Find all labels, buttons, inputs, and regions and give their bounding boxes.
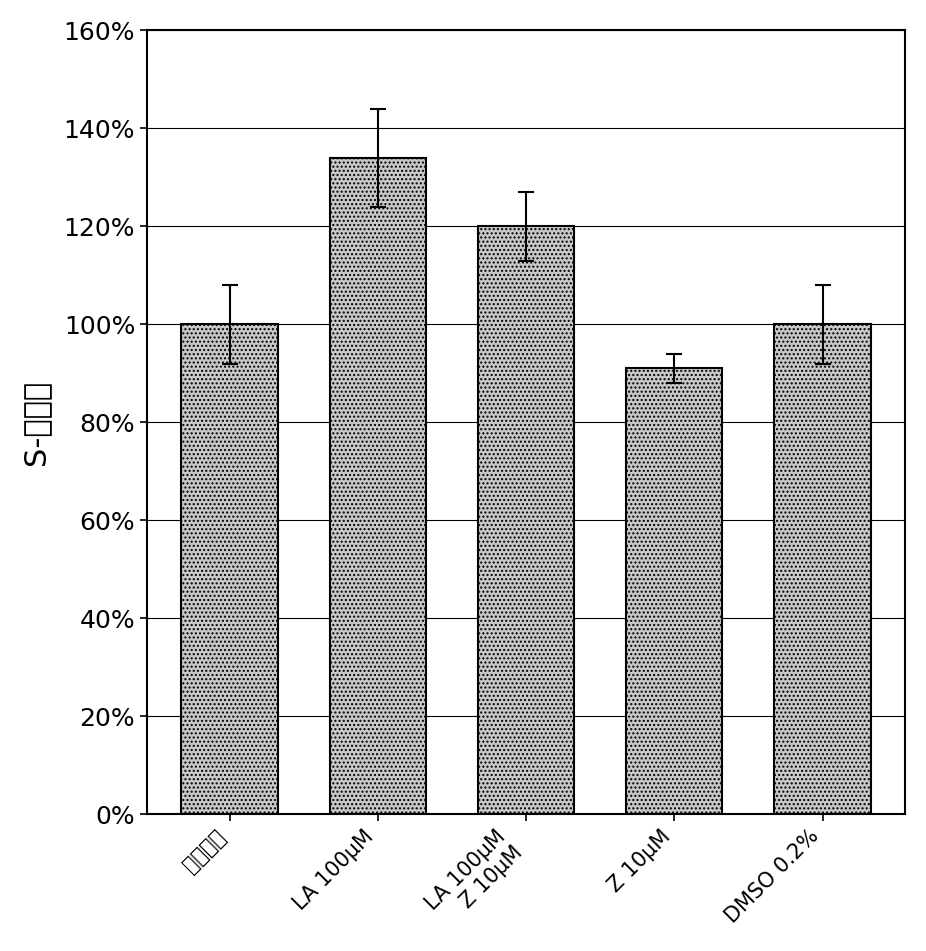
Bar [181, 324, 278, 814]
Y-axis label: S-相增殖: S-相增殖 [20, 379, 50, 465]
Bar [330, 158, 426, 814]
Bar [478, 226, 574, 814]
Bar [626, 368, 722, 814]
Bar [774, 324, 870, 814]
